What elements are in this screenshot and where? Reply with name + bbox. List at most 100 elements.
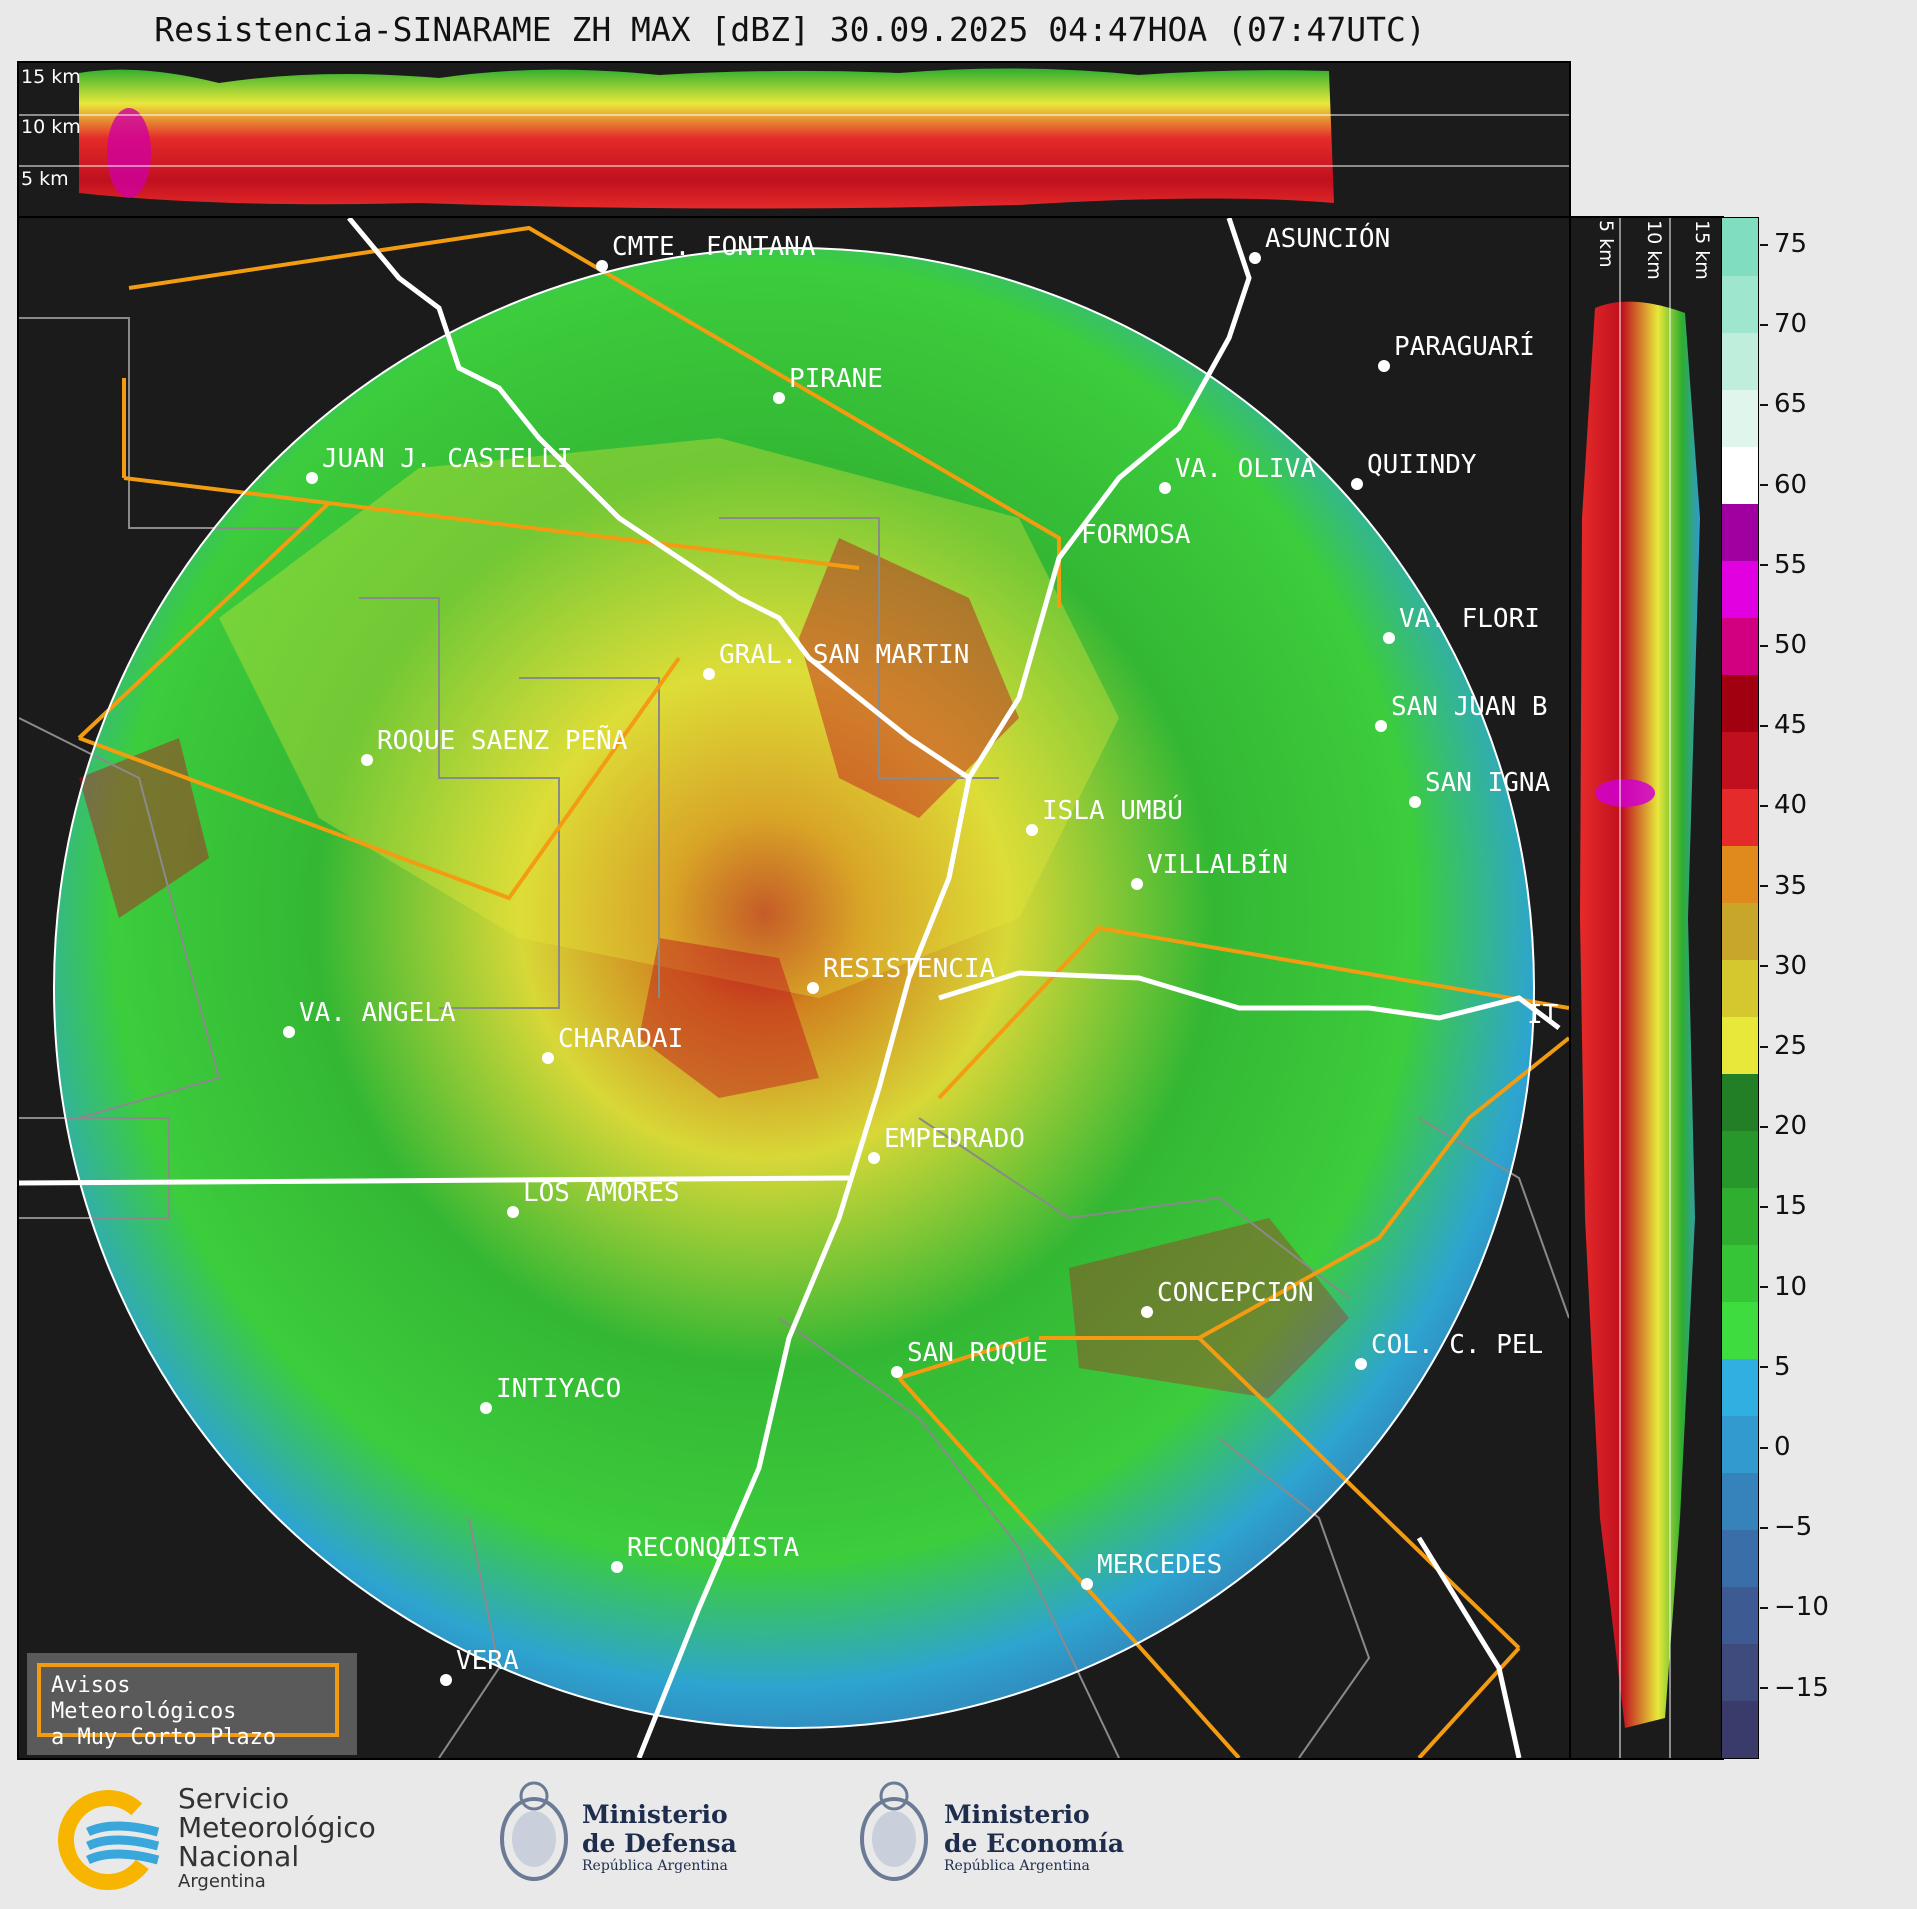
city-roque-saenz-pena[interactable]: ROQUE SAENZ PEÑA xyxy=(361,724,628,766)
city-san-ignacio[interactable]: SAN IGNA xyxy=(1409,768,1551,808)
city-vera[interactable]: VERA xyxy=(440,1646,519,1686)
colorbar-band xyxy=(1722,1643,1758,1702)
colorbar-tick-label: 30 xyxy=(1760,951,1807,981)
city-pirane[interactable]: PIRANE xyxy=(773,364,883,404)
city-resistencia[interactable]: RESISTENCIA xyxy=(807,954,996,994)
footer: Servicio Meteorológico Nacional Argentin… xyxy=(0,1760,1917,1909)
smn-line4: Argentina xyxy=(178,1871,266,1892)
avisos-box[interactable]: Avisos Meteorológicos a Muy Corto Plazo xyxy=(37,1663,339,1750)
defensa-seal xyxy=(494,1774,574,1898)
river-uruguay xyxy=(1416,1536,1522,1758)
colorbar-band xyxy=(1722,731,1758,789)
colorbar-band xyxy=(1722,902,1758,960)
city-label: RECONQUISTA xyxy=(627,1533,800,1563)
colorbar-tick-label: 10 xyxy=(1760,1272,1807,1302)
city-quiindy[interactable]: QUIINDY xyxy=(1351,450,1477,490)
city-asuncion[interactable]: ASUNCIÓN xyxy=(1249,222,1390,264)
city-marker xyxy=(480,1402,492,1414)
colorbar-band xyxy=(1722,1700,1758,1759)
river-pilcomayo-paraguay xyxy=(347,218,1252,782)
economia-text: Ministerio de Economía República Argenti… xyxy=(944,1800,1124,1874)
city-label: VA. ANGELA xyxy=(299,998,456,1028)
defensa-line2: de Defensa xyxy=(582,1829,737,1858)
city-marker xyxy=(1026,824,1038,836)
city-gral-san-martin[interactable]: GRAL. SAN MARTIN xyxy=(703,640,969,680)
city-marker xyxy=(306,472,318,484)
economia-seal xyxy=(854,1774,934,1898)
echo-core-concepcion xyxy=(1069,1218,1349,1398)
river-parana xyxy=(636,777,972,1758)
side-label-5km: 5 km xyxy=(1595,220,1617,268)
city-mercedes[interactable]: MERCEDES xyxy=(1081,1550,1222,1590)
city-villalbin[interactable]: VILLALBÍN xyxy=(1131,848,1288,890)
city-juan-j-castelli[interactable]: JUAN J. CASTELLI xyxy=(306,444,572,484)
top-cross-section-panel: 15 km 10 km 5 km xyxy=(17,61,1571,218)
city-va-angela[interactable]: VA. ANGELA xyxy=(283,998,456,1038)
economia-line2: de Economía xyxy=(944,1829,1125,1858)
colorbar-tick-label: 20 xyxy=(1760,1111,1807,1141)
colorbar-tick-label: 15 xyxy=(1760,1191,1807,1221)
avisos-panel[interactable]: Avisos Meteorológicos a Muy Corto Plazo xyxy=(27,1653,357,1755)
city-ituzaingo[interactable]: IT xyxy=(1527,1000,1559,1030)
city-label: LOS AMORES xyxy=(523,1178,680,1208)
city-marker xyxy=(868,1152,880,1164)
city-label: ISLA UMBÚ xyxy=(1042,794,1183,826)
argentina-seal-icon xyxy=(500,1781,568,1881)
side-strong-core xyxy=(1595,779,1655,807)
city-san-juan-b[interactable]: SAN JUAN B xyxy=(1375,692,1548,732)
colorbar-band xyxy=(1722,1016,1758,1075)
colorbar-tick-label: 25 xyxy=(1760,1031,1807,1061)
colorbar-band xyxy=(1722,389,1758,447)
colorbar-band xyxy=(1722,788,1758,846)
colorbar-tick-label: 70 xyxy=(1760,309,1807,339)
smn-logo xyxy=(58,1790,168,1894)
city-col-c-pellegrini[interactable]: COL. C. PEL xyxy=(1355,1330,1543,1370)
city-va-florida[interactable]: VA. FLORI xyxy=(1383,604,1540,644)
colorbar-band xyxy=(1722,1073,1758,1132)
colorbar-band xyxy=(1722,1130,1758,1189)
city-isla-umbu[interactable]: ISLA UMBÚ xyxy=(1026,794,1183,836)
colorbar-band xyxy=(1722,617,1758,675)
city-label: FORMOSA xyxy=(1081,520,1191,550)
city-marker xyxy=(891,1366,903,1378)
economia-line3: República Argentina xyxy=(944,1858,1090,1874)
city-cmte-fontana[interactable]: CMTE. FONTANA xyxy=(596,232,816,272)
colorbar-band xyxy=(1722,332,1758,390)
city-reconquista[interactable]: RECONQUISTA xyxy=(611,1533,800,1573)
top-cross-section-chart: 15 km 10 km 5 km xyxy=(19,66,1569,209)
city-marker xyxy=(1383,632,1395,644)
city-marker xyxy=(1409,796,1421,808)
radar-echo-field xyxy=(54,248,1534,1728)
city-va-oliva[interactable]: VA. OLIVA xyxy=(1159,454,1316,494)
city-label: CONCEPCION xyxy=(1157,1278,1314,1308)
page-title: Resistencia-SINARAME ZH MAX [dBZ] 30.09.… xyxy=(154,10,1426,49)
city-label: JUAN J. CASTELLI xyxy=(322,444,572,474)
colorbar-band xyxy=(1722,845,1758,903)
radar-map-canvas[interactable]: CMTE. FONTANA ASUNCIÓN PARAGUARÍ PIRANE … xyxy=(19,218,1569,1758)
province-boundaries xyxy=(77,225,1569,1758)
city-marker xyxy=(1131,878,1143,890)
colorbar-tick-label: 0 xyxy=(1760,1432,1791,1462)
city-paraguari[interactable]: PARAGUARÍ xyxy=(1378,330,1535,372)
side-echo-profile xyxy=(1580,301,1700,1728)
city-marker xyxy=(1249,252,1261,264)
colorbar-band xyxy=(1722,674,1758,732)
city-empedrado[interactable]: EMPEDRADO xyxy=(868,1124,1025,1164)
city-marker xyxy=(283,1026,295,1038)
colorbar-band xyxy=(1722,1415,1758,1474)
city-formosa[interactable]: FORMOSA xyxy=(1081,520,1191,550)
colorbar-band xyxy=(1722,503,1758,561)
city-san-roque[interactable]: SAN ROQUE xyxy=(891,1338,1048,1378)
radar-map[interactable]: CMTE. FONTANA ASUNCIÓN PARAGUARÍ PIRANE … xyxy=(17,216,1571,1760)
city-concepcion[interactable]: CONCEPCION xyxy=(1141,1278,1314,1318)
city-charadai[interactable]: CHARADAI xyxy=(542,1024,683,1064)
city-intiyaco[interactable]: INTIYACO xyxy=(480,1374,621,1414)
city-label: VERA xyxy=(456,1646,519,1676)
city-label: SAN ROQUE xyxy=(907,1338,1048,1368)
city-los-amores[interactable]: LOS AMORES xyxy=(507,1178,680,1218)
city-label: ASUNCIÓN xyxy=(1265,222,1390,254)
avisos-line2: a Muy Corto Plazo xyxy=(51,1725,277,1750)
colorbar-tick-label: 60 xyxy=(1760,470,1807,500)
colorbar-tick-label: −5 xyxy=(1760,1512,1812,1542)
colorbar-band xyxy=(1722,446,1758,504)
